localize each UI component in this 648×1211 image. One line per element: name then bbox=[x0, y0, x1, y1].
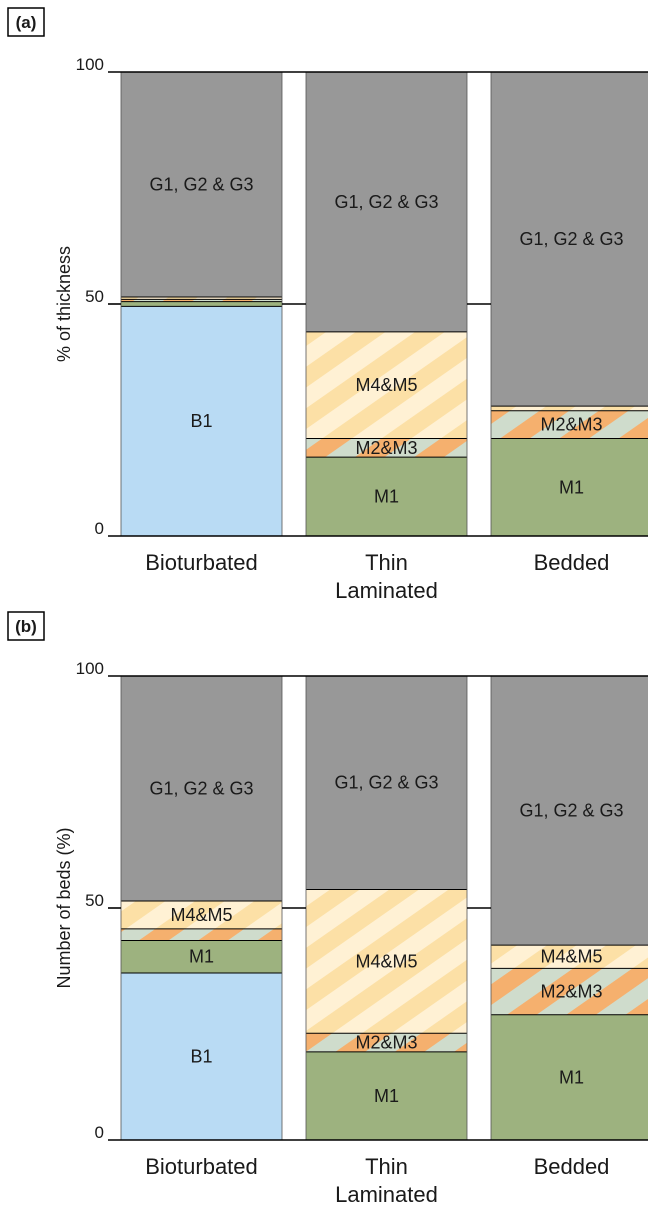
panel-a-thickness-chart: (a) % of thickness B1 G1, G2 & G3 M1 M2&M3 M4&… bbox=[7, 7, 648, 603]
bar-segment-G bbox=[121, 72, 282, 298]
bar-segment-M2M3 bbox=[491, 968, 648, 1015]
bar-segment-G bbox=[121, 676, 282, 902]
y-tick-label: 100 bbox=[76, 55, 104, 74]
bar-segment-M4M5 bbox=[306, 889, 467, 1034]
bar-segment-M2M3 bbox=[121, 299, 282, 302]
y-tick-label: 50 bbox=[85, 891, 104, 910]
bar-0: B1 M1 M4&M5 G1, G2 & G3 bbox=[120, 675, 283, 1141]
segment-label-M4M5: M4&M5 bbox=[540, 947, 602, 967]
bar-segment-G bbox=[491, 676, 648, 946]
segment-label-M1: M1 bbox=[559, 477, 584, 497]
bar-2: M1 M2&M3 G1, G2 & G3 bbox=[490, 71, 648, 537]
category-label: Bioturbated bbox=[145, 1154, 258, 1179]
bar-segment-M4M5 bbox=[491, 945, 648, 969]
segment-label-G: G1, G2 & G3 bbox=[149, 779, 253, 799]
segment-label-M4M5: M4&M5 bbox=[355, 375, 417, 395]
bar-segment-M2M3 bbox=[306, 438, 467, 458]
segment-label-G: G1, G2 & G3 bbox=[519, 229, 623, 249]
category-label: Thin Laminated bbox=[335, 550, 438, 603]
bar-segment-M4M5 bbox=[121, 297, 282, 300]
segment-label-M1: M1 bbox=[374, 487, 399, 507]
bar-segment-M1 bbox=[121, 301, 282, 307]
y-tick-label: 0 bbox=[95, 519, 104, 538]
panel-tag: (b) bbox=[7, 611, 45, 641]
bar-2: M1 M2&M3 M4&M5 G1, G2 & G3 bbox=[490, 675, 648, 1141]
segment-label-G: G1, G2 & G3 bbox=[334, 192, 438, 212]
category-label: Bedded bbox=[534, 1154, 610, 1179]
bar-segment-M1 bbox=[306, 457, 467, 536]
panel-tag-box bbox=[7, 611, 45, 641]
category-label: Bedded bbox=[534, 550, 610, 575]
bar-segment-B1 bbox=[121, 306, 282, 536]
category-label: Thin Laminated bbox=[335, 1154, 438, 1207]
segment-label-M2M3: M2&M3 bbox=[355, 1033, 417, 1053]
bar-0: B1 G1, G2 & G3 bbox=[120, 71, 283, 537]
y-tick-label: 100 bbox=[76, 659, 104, 678]
segment-label-M4M5: M4&M5 bbox=[355, 951, 417, 971]
segment-label-M2M3: M2&M3 bbox=[355, 438, 417, 458]
bar-segment-M4M5 bbox=[306, 331, 467, 439]
bar-segment-M2M3 bbox=[491, 410, 648, 439]
bar-segment-M1 bbox=[491, 1014, 648, 1140]
y-tick-label: 50 bbox=[85, 287, 104, 306]
bar-segment-M1 bbox=[121, 940, 282, 973]
bar-1: M1 M2&M3 M4&M5 G1, G2 & G3 bbox=[305, 71, 468, 537]
panel-tag-box bbox=[7, 7, 45, 37]
bar-1: M1 M2&M3 M4&M5 G1, G2 & G3 bbox=[305, 675, 468, 1141]
segment-label-B1: B1 bbox=[190, 1046, 212, 1066]
panel-tag-label: (a) bbox=[16, 13, 37, 32]
panel-tag-label: (b) bbox=[15, 617, 37, 636]
y-axis-label: % of thickness bbox=[54, 246, 74, 362]
bar-segment-B1 bbox=[121, 972, 282, 1140]
bar-segment-M4M5 bbox=[491, 406, 648, 411]
segment-label-G: G1, G2 & G3 bbox=[334, 773, 438, 793]
segment-label-M1: M1 bbox=[374, 1086, 399, 1106]
bar-segment-G bbox=[491, 72, 648, 407]
segment-label-M2M3: M2&M3 bbox=[540, 415, 602, 435]
segment-label-M1: M1 bbox=[189, 947, 214, 967]
category-label: Bioturbated bbox=[145, 550, 258, 575]
bar-segment-M1 bbox=[491, 438, 648, 536]
y-axis-label: Number of beds (%) bbox=[54, 827, 74, 988]
bar-segment-G bbox=[306, 72, 467, 332]
segment-label-G: G1, G2 & G3 bbox=[519, 801, 623, 821]
bar-segment-M4M5 bbox=[121, 901, 282, 929]
y-tick-label: 0 bbox=[95, 1123, 104, 1142]
bar-segment-M1 bbox=[306, 1051, 467, 1140]
bar-segment-M2M3 bbox=[121, 928, 282, 941]
segment-label-M2M3: M2&M3 bbox=[540, 982, 602, 1002]
segment-label-M1: M1 bbox=[559, 1067, 584, 1087]
bar-segment-G bbox=[306, 676, 467, 890]
segment-label-G: G1, G2 & G3 bbox=[149, 175, 253, 195]
segment-label-M4M5: M4&M5 bbox=[170, 905, 232, 925]
panel-b-beds-chart: (b) Number of beds (%) B1 M1 M4&M5 G1, G2 & G… bbox=[7, 611, 648, 1207]
bar-segment-M2M3 bbox=[306, 1033, 467, 1052]
panel-tag: (a) bbox=[7, 7, 45, 37]
segment-label-B1: B1 bbox=[190, 411, 212, 431]
